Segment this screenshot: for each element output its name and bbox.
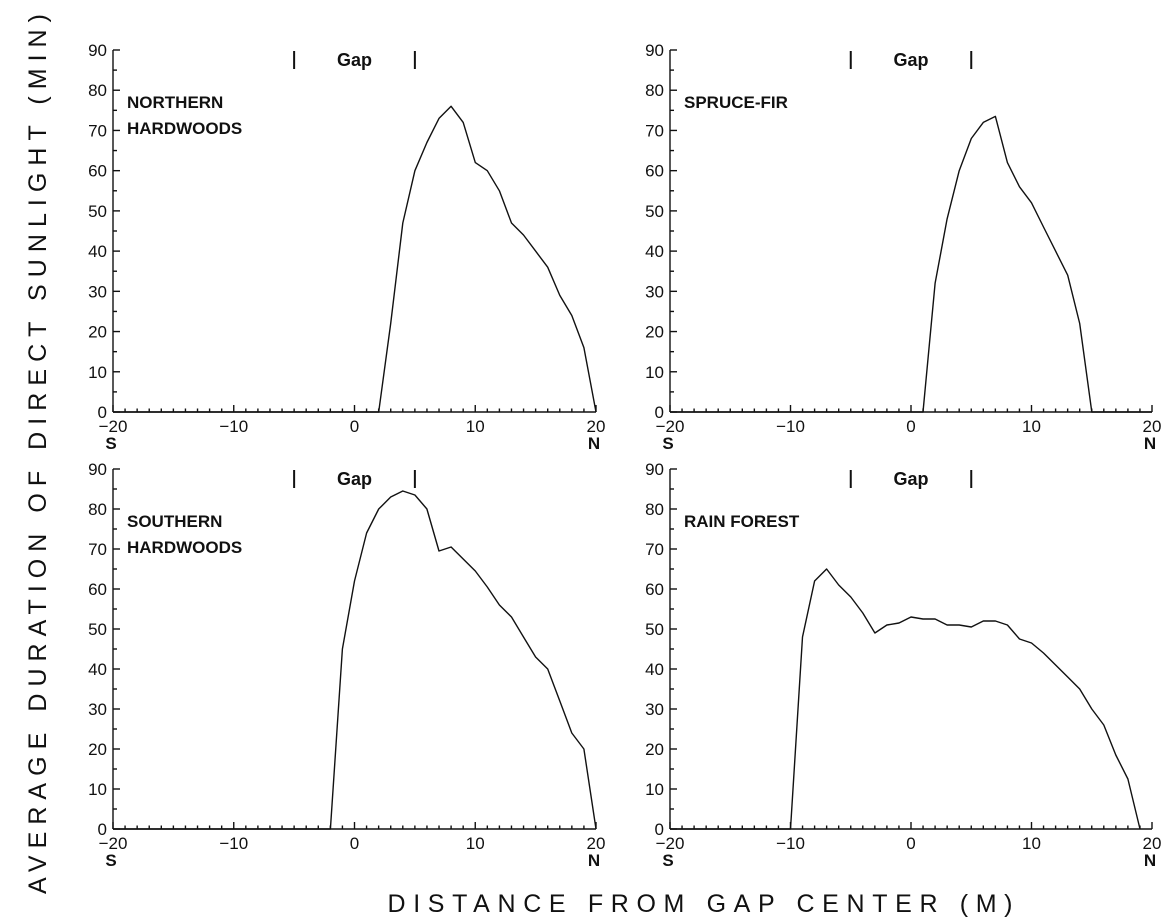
y-tick-label: 30 [645,700,664,719]
x-tick-label: −10 [219,834,248,853]
x-tick-label: 0 [350,417,359,436]
x-tick-label: −10 [219,417,248,436]
panel-label: NORTHERN [127,93,223,112]
y-tick-label: 40 [645,660,664,679]
panel-label: RAIN FOREST [684,512,800,531]
series-line [670,115,1152,413]
x-tick-label: −20 [656,834,685,853]
y-tick-label: 70 [645,540,664,559]
series-line [113,490,597,830]
panel-label: SOUTHERN [127,512,222,531]
y-tick-label: 30 [645,282,664,301]
x-tick-label: 10 [1022,417,1041,436]
y-tick-label: 20 [645,740,664,759]
north-label: N [588,851,600,870]
x-tick-label: 10 [1022,834,1041,853]
north-label: N [588,434,600,453]
y-tick-label: 20 [88,740,107,759]
y-tick-label: 50 [88,202,107,221]
y-tick-label: 30 [88,700,107,719]
south-label: S [662,434,673,453]
y-tick-label: 90 [645,41,664,60]
panels: 0 10 20 30 40 50 60 70 80 90 −20 −10 0 10 20 S N Gap NORTH… [88,41,1161,870]
y-tick-label: 50 [88,620,107,639]
x-tick-label: 0 [350,834,359,853]
y-tick-label: 10 [88,780,107,799]
y-tick-label: 30 [88,282,107,301]
south-label: S [662,851,673,870]
south-label: S [105,851,116,870]
series-line [113,105,597,413]
y-tick-label: 90 [88,460,107,479]
x-tick-label: 20 [587,417,606,436]
gap-label: Gap [893,50,928,70]
y-tick-label: 90 [645,460,664,479]
y-tick-label: 60 [88,580,107,599]
north-label: N [1144,434,1156,453]
y-tick-label: 10 [645,363,664,382]
south-label: S [105,434,116,453]
y-tick-label: 10 [88,363,107,382]
x-tick-label: −20 [99,834,128,853]
x-axis-title: DISTANCE FROM GAP CENTER (M) [388,890,1013,918]
panel-label: SPRUCE-FIR [684,93,788,112]
panel-label: HARDWOODS [127,119,242,138]
y-tick-label: 70 [88,121,107,140]
chart-panel-1: 0 10 20 30 40 50 60 70 80 90 −20 −10 0 10 20 S N Gap NORTH… [88,41,605,453]
y-tick-label: 20 [645,323,664,342]
x-tick-label: 20 [1143,417,1162,436]
y-tick-label: 0 [655,403,664,422]
y-tick-label: 80 [88,500,107,519]
y-tick-label: 70 [88,540,107,559]
y-tick-label: 90 [88,41,107,60]
x-tick-label: 20 [1143,834,1162,853]
y-tick-label: 0 [98,820,107,839]
y-tick-label: 70 [645,121,664,140]
gap-label: Gap [337,469,372,489]
x-tick-label: −20 [99,417,128,436]
series-line [670,568,1141,830]
gap-label: Gap [893,469,928,489]
y-tick-label: 40 [88,242,107,261]
y-tick-label: 20 [88,323,107,342]
y-tick-label: 50 [645,202,664,221]
x-tick-label: 0 [906,417,915,436]
x-tick-label: 20 [587,834,606,853]
x-tick-label: 0 [906,834,915,853]
y-tick-label: 0 [655,820,664,839]
chart-panel-3: 0 10 20 30 40 50 60 70 80 90 −20 −10 0 10 20 S N Gap SOUTH… [88,460,605,870]
y-tick-label: 80 [645,81,664,100]
x-tick-label: 10 [466,417,485,436]
y-tick-label: 80 [645,500,664,519]
y-tick-label: 80 [88,81,107,100]
panel-label: HARDWOODS [127,538,242,557]
chart-panel-2: 0 10 20 30 40 50 60 70 80 90 −20 −10 0 10 20 S N Gap SPRUC… [645,41,1161,453]
y-tick-label: 60 [88,162,107,181]
gap-label: Gap [337,50,372,70]
north-label: N [1144,851,1156,870]
chart-panel-4: 0 10 20 30 40 50 60 70 80 90 −20 −10 0 10 20 S N Gap RAIN … [645,460,1161,870]
x-tick-label: −20 [656,417,685,436]
y-tick-label: 60 [645,580,664,599]
y-axis-title: AVERAGE DURATION OF DIRECT SUNLIGHT (MIN… [24,14,52,894]
x-tick-label: −10 [776,417,805,436]
x-tick-label: −10 [776,834,805,853]
y-tick-label: 50 [645,620,664,639]
y-tick-label: 10 [645,780,664,799]
y-tick-label: 40 [645,242,664,261]
x-tick-label: 10 [466,834,485,853]
y-tick-label: 60 [645,162,664,181]
y-tick-label: 0 [98,403,107,422]
y-tick-label: 40 [88,660,107,679]
